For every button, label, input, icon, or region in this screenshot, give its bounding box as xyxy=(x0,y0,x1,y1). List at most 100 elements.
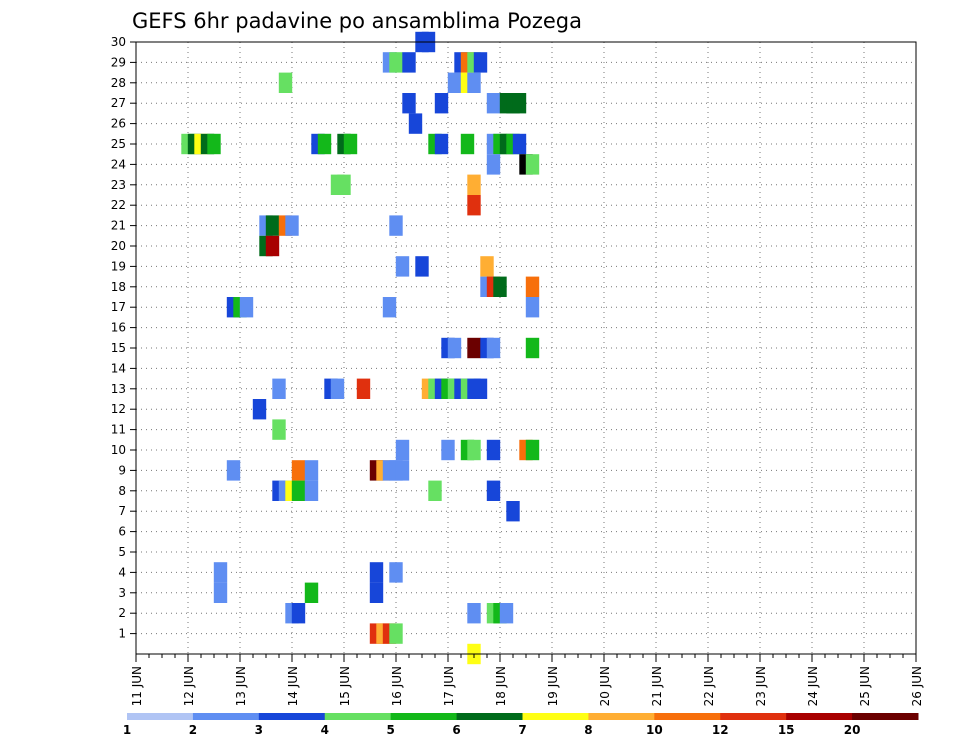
colorbar-swatch xyxy=(654,713,721,720)
data-cell xyxy=(525,276,540,297)
data-cell xyxy=(415,256,429,277)
x-tick-label: 19 JUN xyxy=(546,666,560,706)
colorbar-swatch xyxy=(390,713,458,720)
y-tick-label: 25 xyxy=(111,137,126,151)
y-tick-label: 14 xyxy=(111,361,126,375)
y-tick-label: 4 xyxy=(118,565,126,579)
data-cell xyxy=(304,460,319,481)
y-tick-label: 5 xyxy=(118,545,126,559)
data-cell xyxy=(486,480,501,501)
data-cell xyxy=(467,603,481,624)
data-cell xyxy=(343,133,358,155)
data-cell xyxy=(389,623,403,644)
data-cell xyxy=(317,133,332,155)
x-tick-label: 21 JUN xyxy=(650,666,664,706)
y-tick-label: 2 xyxy=(118,606,126,620)
y-tick-label: 28 xyxy=(111,76,126,90)
colorbar-swatch xyxy=(258,713,326,720)
x-tick-label: 17 JUN xyxy=(442,666,456,706)
colorbar-swatch xyxy=(720,713,787,720)
y-tick-label: 20 xyxy=(111,239,126,253)
data-cell xyxy=(493,276,507,297)
data-cell xyxy=(285,215,299,236)
x-axis: 11 JUN 12 JUN 13 JUN 14 JUN 15 JUN 16 JUN 17 J… xyxy=(130,654,924,706)
data-cell xyxy=(369,582,384,603)
data-cell xyxy=(486,154,501,175)
data-cell xyxy=(434,93,449,114)
x-tick-label: 11 JUN xyxy=(130,666,144,706)
y-tick-label: 18 xyxy=(111,280,126,294)
y-tick-label: 19 xyxy=(111,259,126,273)
data-cell xyxy=(291,460,306,481)
data-cell xyxy=(460,133,475,155)
data-cell xyxy=(467,174,481,195)
data-cell xyxy=(395,439,410,461)
x-tick-label: 14 JUN xyxy=(286,666,300,706)
data-cell xyxy=(389,215,403,236)
data-cell xyxy=(441,439,455,461)
x-tick-label: 20 JUN xyxy=(598,666,612,706)
y-tick-label: 8 xyxy=(118,484,126,498)
x-tick-label: 12 JUN xyxy=(182,666,196,706)
data-cell xyxy=(428,480,442,501)
y-tick-label: 30 xyxy=(111,35,126,49)
data-cell xyxy=(389,52,403,73)
data-cell xyxy=(369,562,384,583)
data-cell xyxy=(512,93,527,114)
data-cell xyxy=(252,399,267,420)
y-tick-label: 11 xyxy=(111,423,126,437)
data-cell xyxy=(213,582,228,603)
y-tick-label: 6 xyxy=(118,525,126,539)
y-axis: 1234567891011121314151617181920212223242… xyxy=(111,35,136,641)
data-cell xyxy=(467,439,481,461)
y-tick-label: 13 xyxy=(111,382,126,396)
data-cell xyxy=(291,480,306,501)
colorbar-swatch xyxy=(127,713,194,720)
data-cell xyxy=(207,133,221,155)
y-tick-label: 21 xyxy=(111,219,126,233)
colorbar-swatch xyxy=(852,713,919,720)
data-cell xyxy=(356,378,371,399)
y-tick-label: 16 xyxy=(111,321,126,335)
data-cell xyxy=(402,93,416,114)
data-cell xyxy=(525,154,540,175)
chart-title: GEFS 6hr padavine po ansamblima Pozega xyxy=(132,9,582,33)
colorbar-label: 5 xyxy=(386,723,394,737)
data-cell xyxy=(272,419,286,440)
data-cell xyxy=(265,235,280,257)
data-cell xyxy=(291,603,306,624)
data-cell xyxy=(480,256,494,277)
colorbar-swatch xyxy=(192,713,260,720)
colorbar-label: 8 xyxy=(584,723,592,737)
data-cell xyxy=(467,195,481,216)
data-cell xyxy=(467,337,481,359)
colorbar-label: 10 xyxy=(646,723,663,737)
data-cell xyxy=(265,215,280,236)
y-tick-label: 27 xyxy=(111,96,126,110)
colorbar-swatch xyxy=(588,713,655,720)
y-tick-label: 3 xyxy=(118,586,126,600)
colorbar: 1 2 3 4 5 6 7 8 10 12 15 20 xyxy=(123,713,919,737)
x-tick-label: 13 JUN xyxy=(234,666,248,706)
x-tick-label: 23 JUN xyxy=(754,666,768,706)
x-tick-label: 16 JUN xyxy=(390,666,404,706)
colorbar-swatch xyxy=(522,713,589,720)
colorbar-label: 3 xyxy=(255,723,263,737)
y-tick-label: 23 xyxy=(111,178,126,192)
x-tick-label: 22 JUN xyxy=(702,666,716,706)
x-tick-label: 18 JUN xyxy=(494,666,508,706)
y-tick-label: 10 xyxy=(111,443,126,457)
data-cell xyxy=(486,93,501,114)
y-tick-label: 15 xyxy=(111,341,126,355)
data-cell xyxy=(499,603,514,624)
colorbar-swatch xyxy=(456,713,523,720)
x-tick-label: 24 JUN xyxy=(806,666,820,706)
x-tick-label: 26 JUN xyxy=(910,666,924,706)
data-cell xyxy=(382,297,397,318)
data-cell xyxy=(525,337,540,359)
data-cell xyxy=(337,174,351,195)
data-cell xyxy=(467,72,481,93)
data-cell xyxy=(525,297,540,318)
y-tick-label: 24 xyxy=(111,157,126,171)
